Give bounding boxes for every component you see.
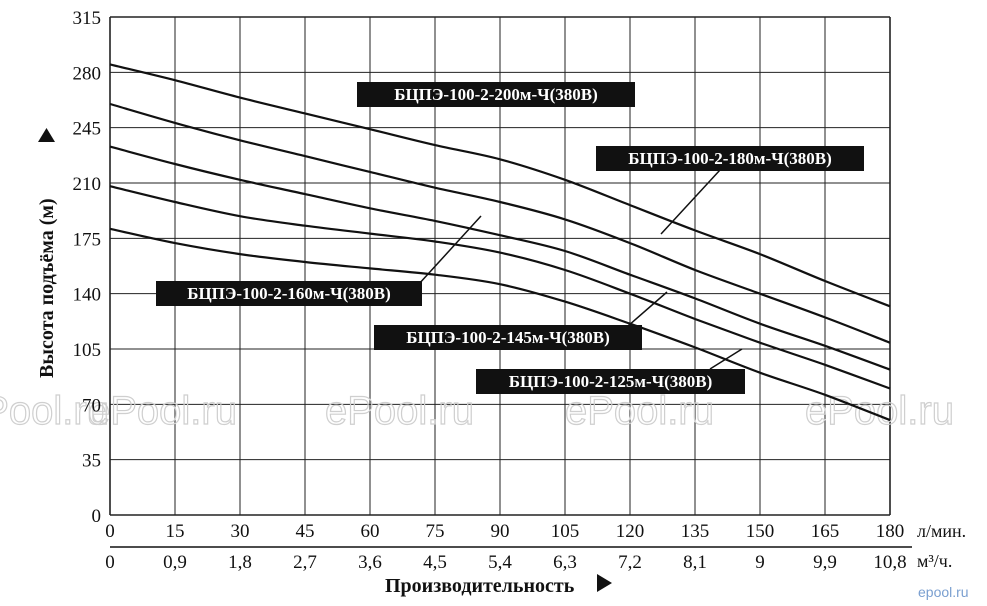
x-tick-label-primary: 15 <box>166 521 185 542</box>
series-line <box>109 63 891 308</box>
x-tick-label-primary: 60 <box>361 521 380 542</box>
x-tick-label-secondary: 7,2 <box>618 552 642 573</box>
x-tick-label-secondary: 3,6 <box>358 552 382 573</box>
y-tick-label: 105 <box>73 340 102 361</box>
series-labels: БЦПЭ-100-2-200м-Ч(380В) БЦПЭ-100-2-180м-Ч… <box>156 82 864 394</box>
x-tick-labels-primary: 0 15 30 45 60 75 90 105 120 135 150 165 180 <box>105 521 904 542</box>
x-tick-label-primary: 120 <box>616 521 645 542</box>
x-tick-label-secondary: 9 <box>755 552 765 573</box>
x-tick-label-primary: 165 <box>811 521 840 542</box>
y-tick-label: 315 <box>73 8 102 29</box>
x-unit-secondary: м³/ч. <box>917 551 952 571</box>
x-tick-label-secondary: 5,4 <box>488 552 512 573</box>
x-axis-arrow-icon <box>597 574 612 592</box>
series-label: БЦПЭ-100-2-145м-Ч(380В) <box>406 328 610 347</box>
watermark-text: ePool.ru <box>88 389 237 433</box>
x-tick-label-primary: 0 <box>105 521 115 542</box>
y-tick-label: 175 <box>73 229 102 250</box>
series-label-box <box>357 82 635 107</box>
x-tick-label-primary: 75 <box>426 521 445 542</box>
x-tick-label-secondary: 0 <box>105 552 115 573</box>
y-tick-label: 0 <box>92 506 102 527</box>
y-tick-labels: 0 35 70 105 140 175 210 245 280 315 <box>73 8 102 527</box>
y-axis-arrow-icon <box>38 128 55 142</box>
y-tick-label: 140 <box>73 285 102 306</box>
y-tick-label: 70 <box>82 395 101 416</box>
x-tick-label-secondary: 0,9 <box>163 552 187 573</box>
x-tick-label-secondary: 8,1 <box>683 552 707 573</box>
label-leader-line <box>660 169 721 235</box>
x-tick-label-primary: 180 <box>876 521 905 542</box>
series-lines <box>109 63 891 422</box>
brand-logo: epool.ru <box>918 584 969 600</box>
series-line <box>109 227 891 422</box>
series-label-box <box>476 369 745 394</box>
y-axis-title: Высота подъёма (м) <box>36 198 58 378</box>
x-tick-label-primary: 45 <box>296 521 315 542</box>
x-tick-label-primary: 105 <box>551 521 580 542</box>
series-line <box>109 185 891 390</box>
series-label: БЦПЭ-100-2-125м-Ч(380В) <box>509 372 713 391</box>
x-tick-label-secondary: 4,5 <box>423 552 447 573</box>
x-tick-labels-secondary: 0 0,9 1,8 2,7 3,6 4,5 5,4 6,3 7,2 8,1 9 9,9 10,8 <box>105 552 906 573</box>
series-label: БЦПЭ-100-2-160м-Ч(380В) <box>187 284 391 303</box>
y-tick-label: 35 <box>82 451 101 472</box>
series-line <box>109 102 891 344</box>
label-leader-line <box>417 215 482 286</box>
x-tick-label-secondary: 9,9 <box>813 552 837 573</box>
watermark-text: ePool.ru <box>0 389 109 433</box>
watermark-text: ePool.ru <box>565 389 714 433</box>
x-tick-label-primary: 135 <box>681 521 710 542</box>
series-label-box <box>596 146 864 171</box>
series-line <box>109 145 891 371</box>
x-tick-label-secondary: 2,7 <box>293 552 317 573</box>
series-label-box <box>156 281 422 306</box>
y-tick-label: 210 <box>73 174 102 195</box>
y-tick-label: 280 <box>73 63 102 84</box>
y-tick-label: 245 <box>73 119 102 140</box>
watermark-text: ePool.ru <box>325 389 474 433</box>
label-leader-line <box>709 348 743 370</box>
x-tick-label-primary: 150 <box>746 521 775 542</box>
x-axis-title: Производительность <box>385 575 575 597</box>
series-label-box <box>374 325 642 350</box>
x-tick-label-primary: 30 <box>231 521 250 542</box>
series-label: БЦПЭ-100-2-180м-Ч(380В) <box>628 149 832 168</box>
x-tick-label-secondary: 1,8 <box>228 552 252 573</box>
x-tick-label-secondary: 6,3 <box>553 552 577 573</box>
x-tick-label-secondary: 10,8 <box>873 552 906 573</box>
x-tick-label-primary: 90 <box>491 521 510 542</box>
x-unit-primary: л/мин. <box>917 521 966 541</box>
series-label: БЦПЭ-100-2-200м-Ч(380В) <box>394 85 598 104</box>
